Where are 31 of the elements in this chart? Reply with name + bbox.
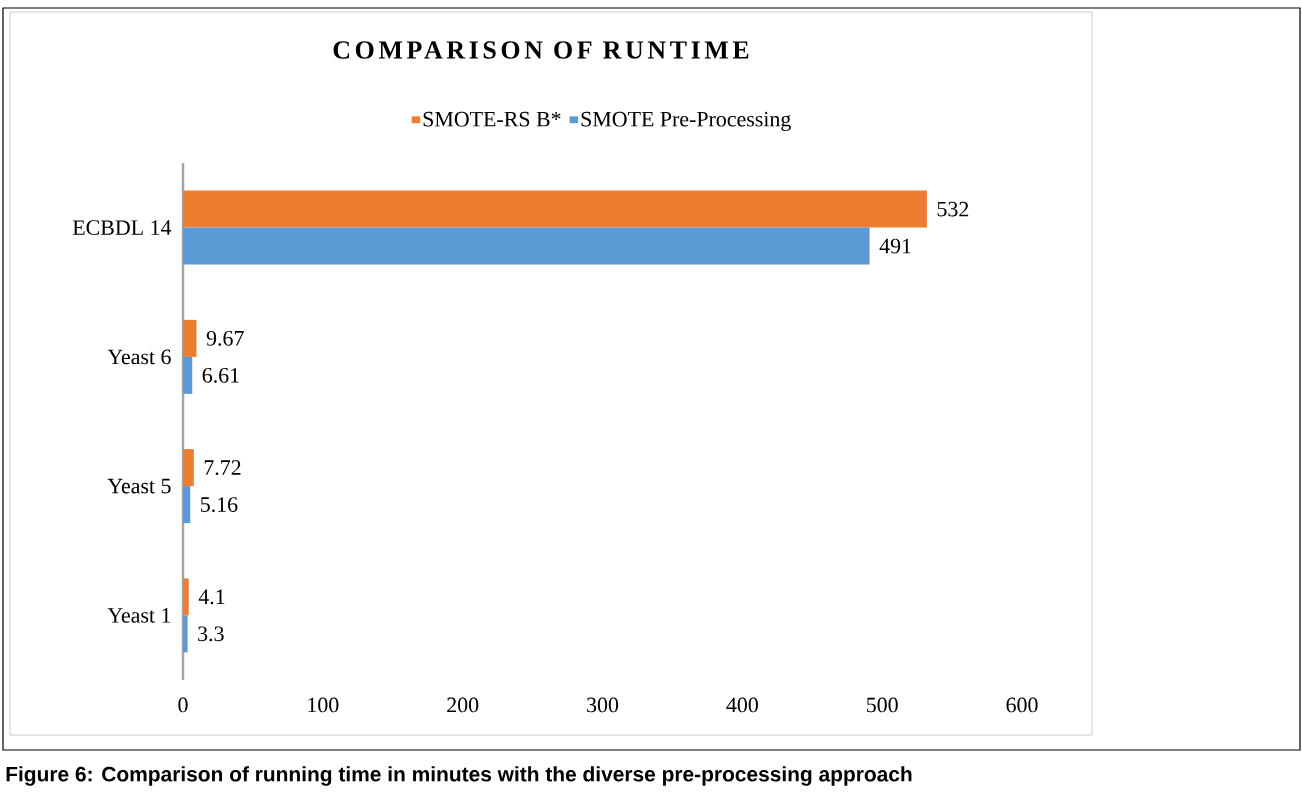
data-label: 491 <box>879 238 911 254</box>
data-label: 9.67 <box>206 330 244 346</box>
x-tick-label: 100 <box>308 697 339 713</box>
legend-label: SMOTE Pre-Processing <box>581 111 791 132</box>
data-label: 5.16 <box>201 497 238 513</box>
data-label: 7.72 <box>204 460 241 476</box>
bar <box>183 486 191 524</box>
chart-title: COMPARISON OF RUNTIME <box>333 41 749 59</box>
y-tick-label: ECBDL 14 <box>72 220 172 235</box>
bar <box>183 227 870 265</box>
data-label: 6.61 <box>202 367 239 383</box>
x-tick-label: 200 <box>447 697 479 713</box>
bar <box>183 190 927 228</box>
x-tick-label: 0 <box>178 697 188 713</box>
bar <box>183 319 197 357</box>
data-label: 532 <box>937 201 969 217</box>
y-tick-label: Yeast 6 <box>107 349 171 365</box>
x-tick-label: 300 <box>587 697 619 713</box>
data-label: 4.1 <box>198 589 225 605</box>
caption: Figure 6: Comparison of running time in minutes with the diverse pre-processing approach <box>6 766 912 786</box>
legend-label: SMOTE-RS B* <box>423 111 561 127</box>
bar <box>183 356 193 394</box>
bar <box>183 615 188 653</box>
x-tick-label: 600 <box>1006 697 1038 713</box>
y-tick-label: Yeast 1 <box>107 608 171 623</box>
y-tick-label: Yeast 5 <box>107 478 171 494</box>
x-tick-label: 400 <box>726 697 758 713</box>
bar <box>183 578 189 616</box>
data-label: 3.3 <box>198 626 224 642</box>
x-tick-label: 500 <box>867 697 898 713</box>
bar <box>183 449 194 487</box>
